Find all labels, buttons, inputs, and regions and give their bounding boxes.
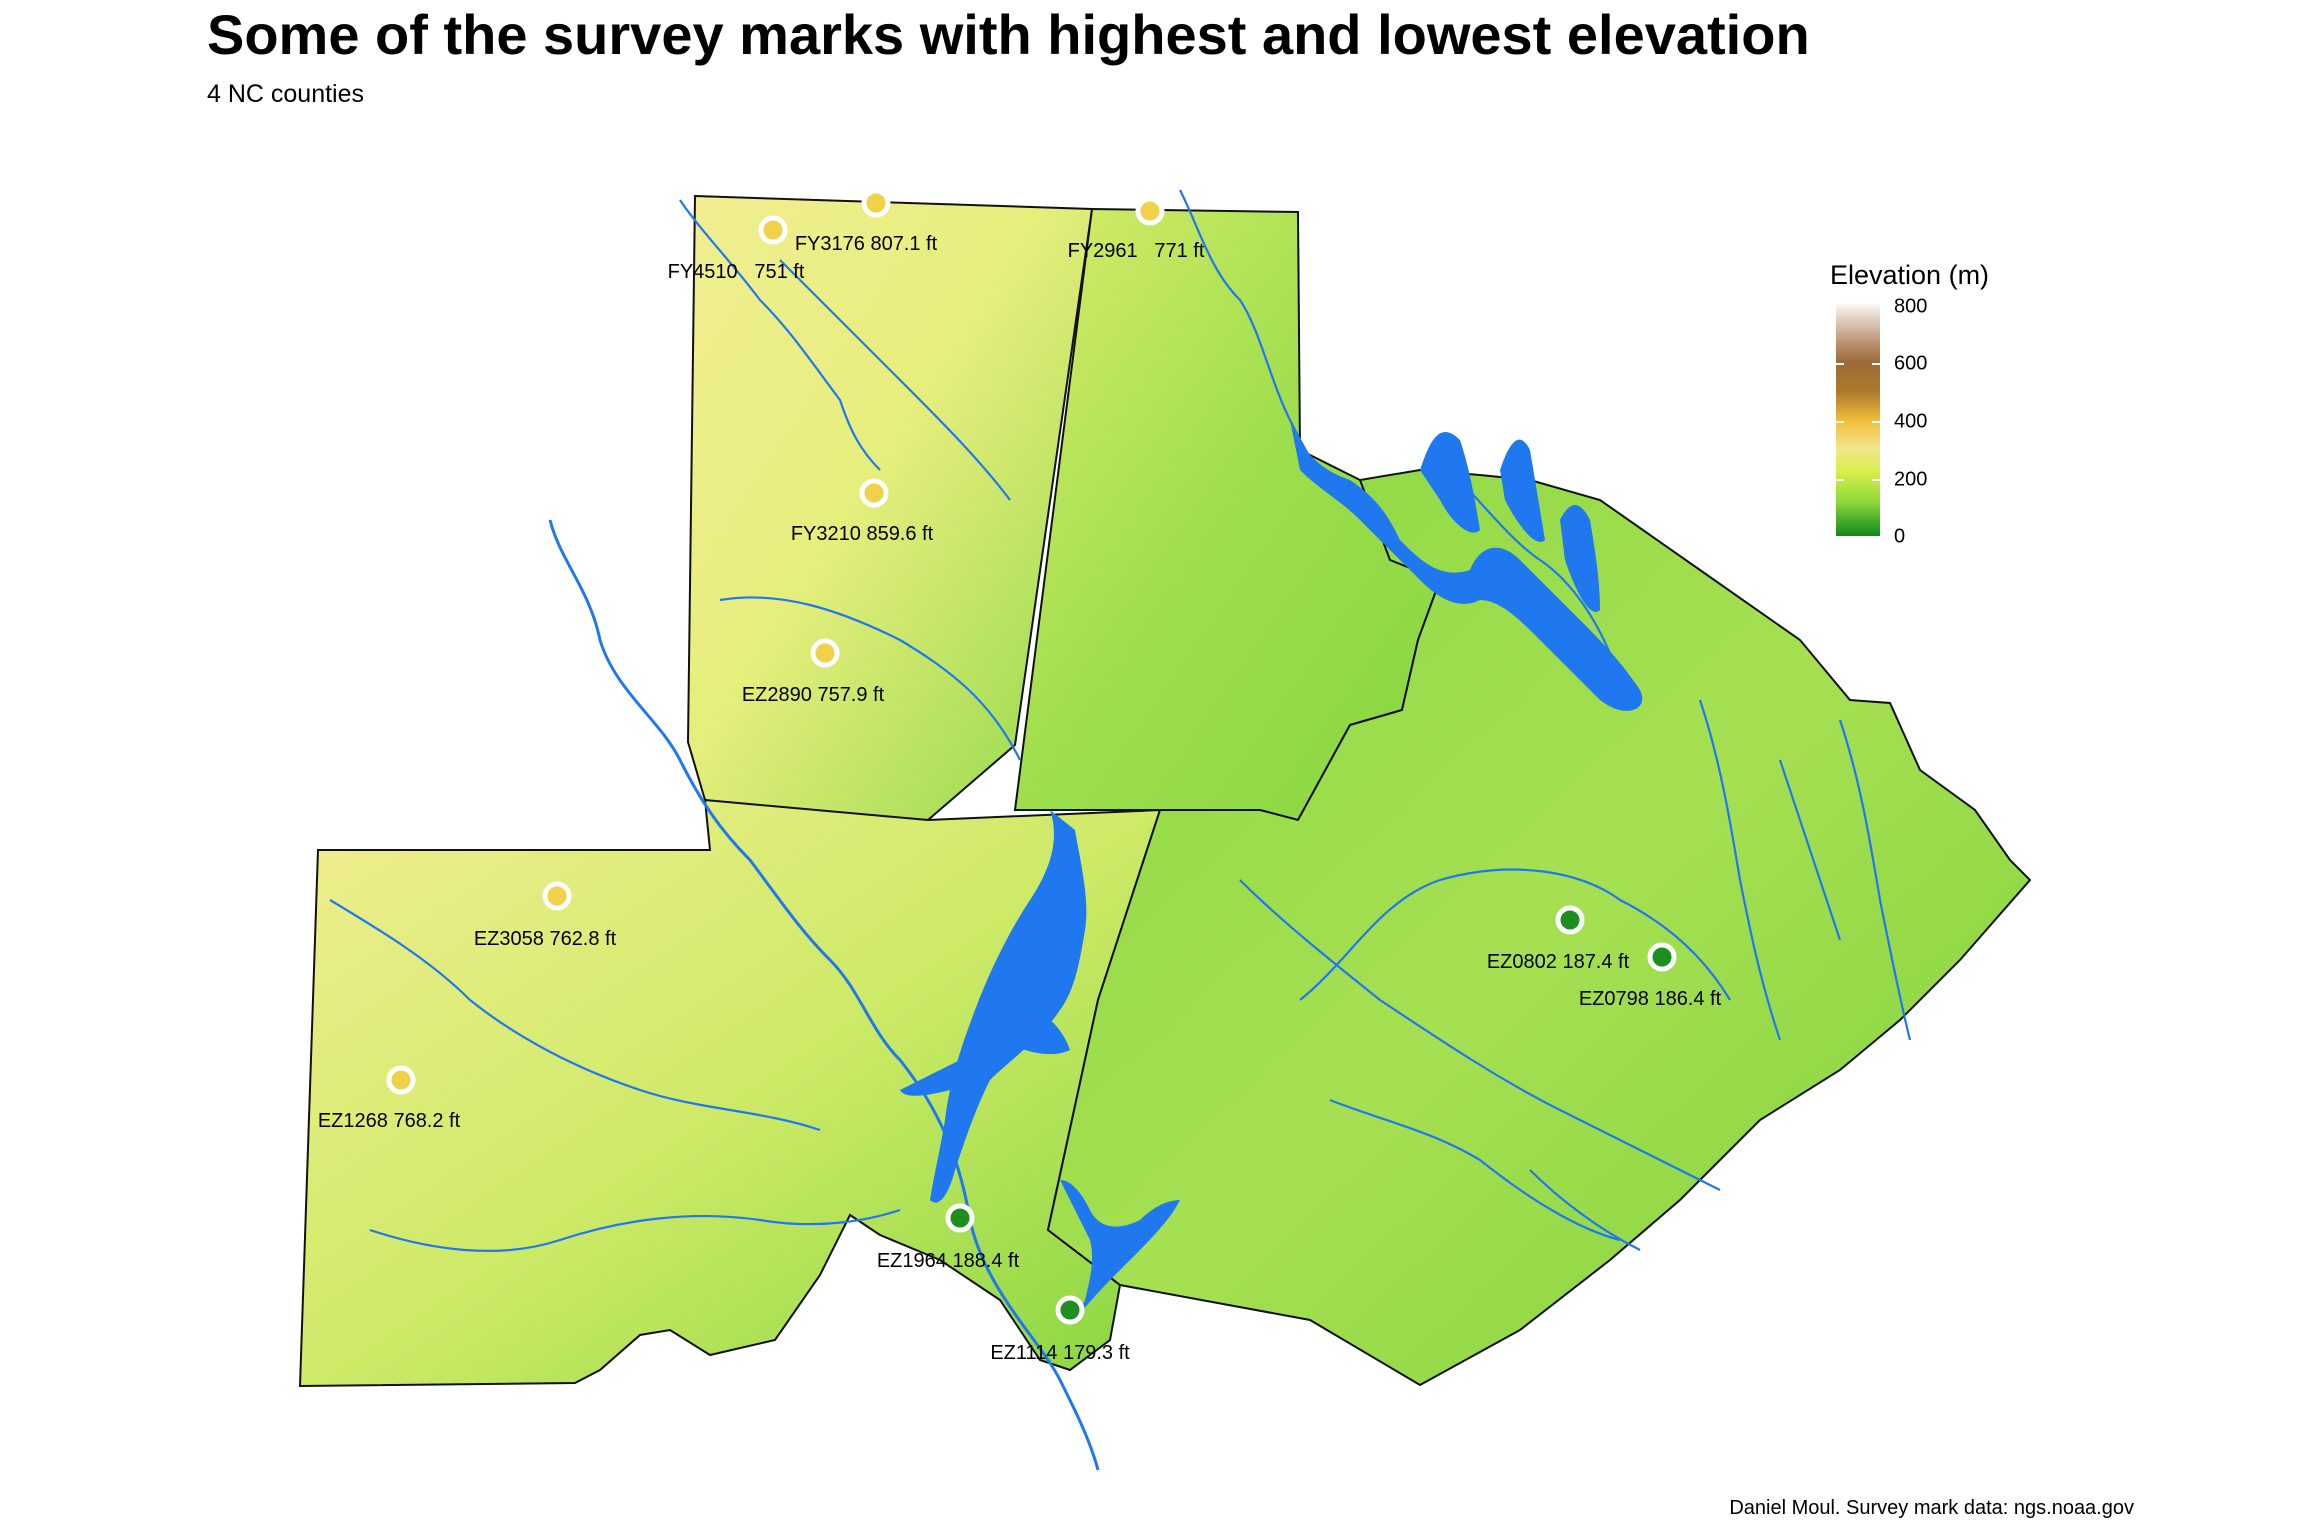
county-southwest <box>298 798 1162 1388</box>
legend-tick-label: 0 <box>1894 525 1906 548</box>
legend-colorbar <box>1836 304 1880 536</box>
legend-tick-mark <box>1836 479 1844 481</box>
legend-tick-mark <box>1872 421 1880 423</box>
legend-tick-mark <box>1836 363 1844 365</box>
survey-mark-point <box>810 638 840 668</box>
survey-mark-label: EZ1964 188.4 ft <box>876 1250 1020 1272</box>
survey-mark-point <box>1647 942 1677 972</box>
survey-mark-point <box>542 881 572 911</box>
legend-tick-mark <box>1872 479 1880 481</box>
legend-tick-label: 800 <box>1894 295 1928 318</box>
survey-marks <box>386 188 1677 1325</box>
legend-tick-mark <box>1836 421 1844 423</box>
lakes <box>900 420 1643 1320</box>
survey-mark-label: FY3210 859.6 ft <box>790 523 934 545</box>
survey-mark-label: EZ0802 187.4 ft <box>1486 951 1630 973</box>
survey-mark-label: FY2961 771 ft <box>1067 240 1205 262</box>
map-title: Some of the survey marks with highest an… <box>207 3 1810 66</box>
survey-mark-label: FY3176 807.1 ft <box>794 233 938 255</box>
legend-tick-label: 600 <box>1894 352 1928 375</box>
survey-mark-point <box>1555 905 1585 935</box>
county-east <box>1046 468 2032 1387</box>
survey-mark-label: EZ0798 186.4 ft <box>1578 988 1722 1010</box>
legend-tick-label: 400 <box>1894 410 1928 433</box>
survey-mark-label: EZ2890 757.9 ft <box>741 684 885 706</box>
survey-mark-label: EZ1114 179.3 ft <box>990 1342 1130 1364</box>
map-subtitle: 4 NC counties <box>207 80 365 108</box>
survey-mark-point <box>861 188 891 218</box>
legend-tick-mark <box>1872 363 1880 365</box>
county-boundaries <box>298 194 2032 1388</box>
rivers <box>329 189 1912 1471</box>
survey-mark-label: FY4510 751 ft <box>667 261 805 283</box>
survey-mark-label: EZ3058 762.8 ft <box>473 928 617 950</box>
elevation-legend: Elevation (m) 800 600 400 200 0 <box>1830 260 2050 550</box>
survey-mark-point <box>758 215 788 245</box>
legend-title: Elevation (m) <box>1830 260 1990 290</box>
survey-mark-label: EZ1268 768.2 ft <box>317 1110 461 1132</box>
survey-mark-point <box>1055 1295 1085 1325</box>
survey-mark-point <box>945 1203 975 1233</box>
survey-mark-point <box>859 478 889 508</box>
legend-tick-label: 200 <box>1894 468 1928 491</box>
map-caption: Daniel Moul. Survey mark data: ngs.noaa.… <box>1729 1497 2134 1519</box>
survey-mark-point <box>386 1065 416 1095</box>
survey-mark-point <box>1135 196 1165 226</box>
